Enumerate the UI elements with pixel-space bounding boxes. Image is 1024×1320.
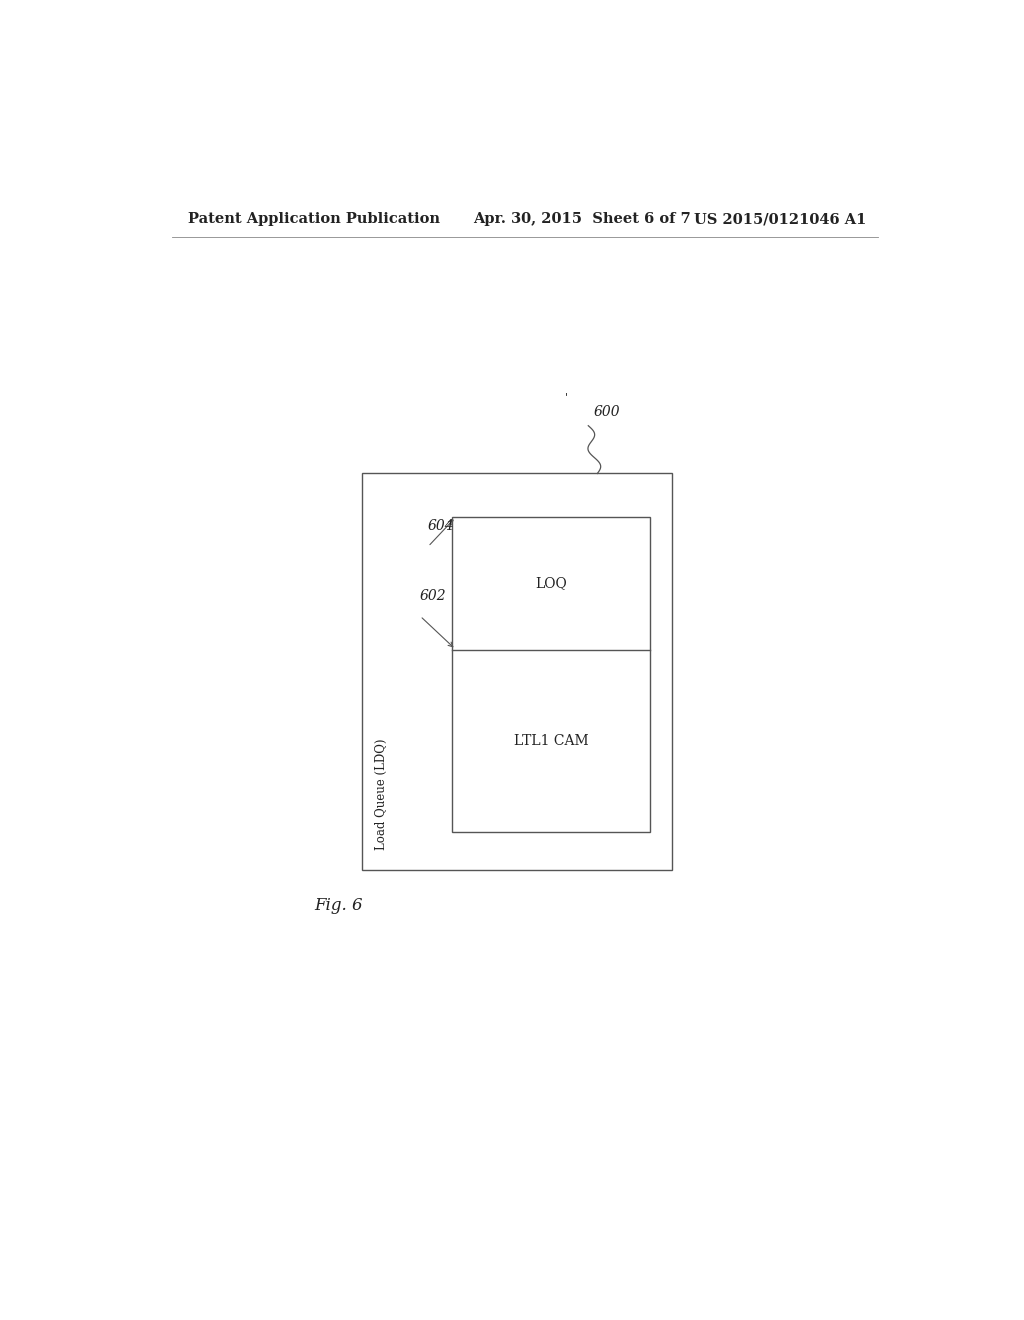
Text: 600: 600 [594,405,621,420]
Text: 604: 604 [428,519,455,533]
Text: LTL1 CAM: LTL1 CAM [514,734,589,748]
Bar [362,474,672,870]
Bar [452,517,650,833]
Text: Fig. 6: Fig. 6 [314,898,364,913]
Text: 602: 602 [420,589,446,603]
Text: US 2015/0121046 A1: US 2015/0121046 A1 [693,213,866,227]
Text: ': ' [565,392,568,403]
Text: Apr. 30, 2015  Sheet 6 of 7: Apr. 30, 2015 Sheet 6 of 7 [473,213,691,227]
Text: Load Queue (LDQ): Load Queue (LDQ) [376,738,388,850]
Text: LOQ: LOQ [536,577,567,590]
Text: Patent Application Publication: Patent Application Publication [187,213,439,227]
